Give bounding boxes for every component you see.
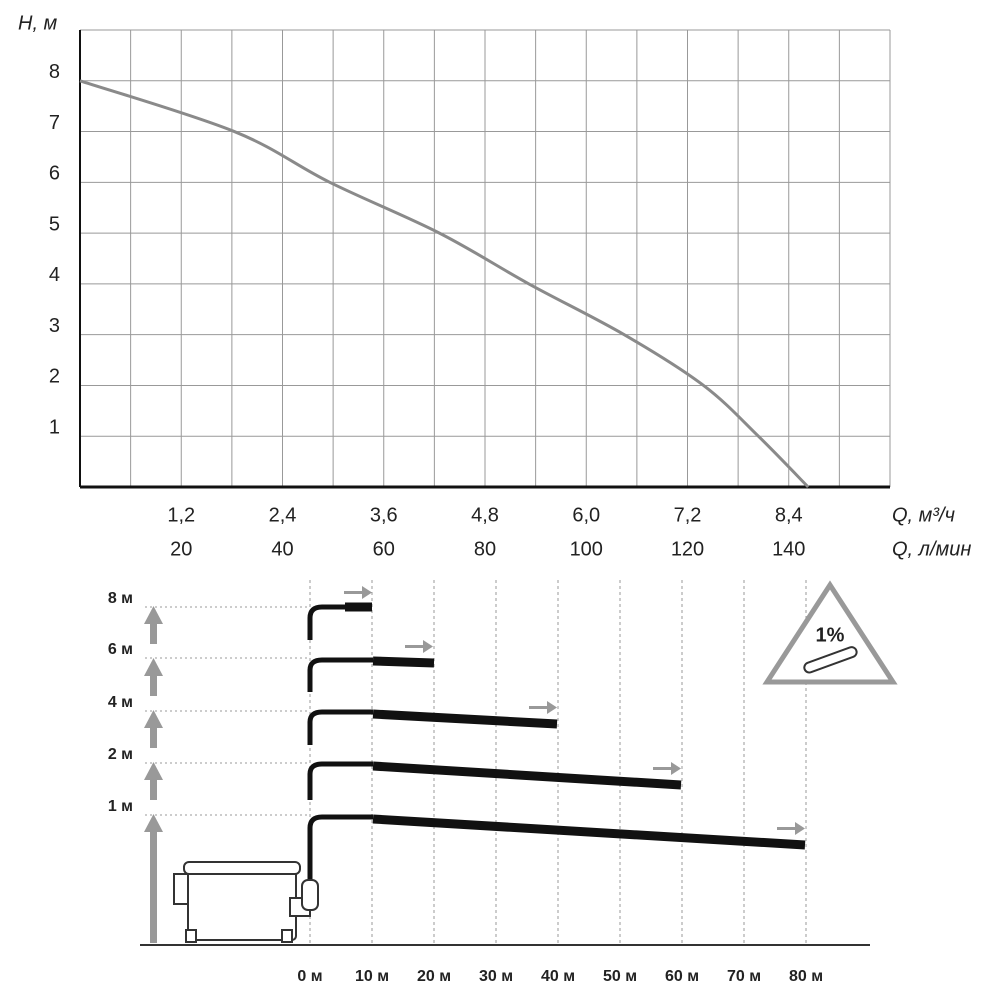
x-tick-label: 6,0 — [572, 504, 600, 526]
x-tick-label: 4,8 — [471, 504, 499, 526]
height-label: 6 м — [108, 641, 133, 658]
y-tick-label: 4 — [49, 264, 60, 286]
height-label: 4 м — [108, 694, 133, 711]
y-tick-label: 8 — [49, 61, 60, 83]
height-label: 1 м — [108, 798, 133, 815]
slope-sign — [762, 580, 898, 685]
y-tick-label: 1 — [49, 417, 60, 439]
pump-curve — [79, 79, 810, 489]
pump — [173, 861, 319, 943]
pipes — [307, 602, 806, 885]
x-axis-label: Q, м³/ч — [892, 504, 955, 526]
distance-label: 10 м — [355, 968, 389, 985]
installation-diagram: 1% — [140, 580, 898, 946]
y-tick-label: 2 — [49, 366, 60, 388]
distance-label: 80 м — [789, 968, 823, 985]
distance-label: 0 м — [297, 968, 322, 985]
x2-axis-label: Q, л/мин — [892, 538, 971, 560]
x2-tick-label: 40 — [271, 538, 293, 560]
slope-pipe-icon — [803, 646, 858, 674]
x2-tick-label: 60 — [373, 538, 395, 560]
y-tick-label: 5 — [49, 213, 60, 235]
x2-tick-label: 140 — [772, 538, 805, 560]
height-label: 2 м — [108, 746, 133, 763]
x2-tick-label: 80 — [474, 538, 496, 560]
grid — [80, 29, 891, 487]
distance-label: 50 м — [603, 968, 637, 985]
flow-arrows — [344, 586, 805, 835]
distance-label: 20 м — [417, 968, 451, 985]
y-tick-label: 6 — [49, 163, 60, 185]
x2-tick-label: 20 — [170, 538, 192, 560]
x-tick-label: 1,2 — [167, 504, 195, 526]
distance-label: 30 м — [479, 968, 513, 985]
height-arrows — [144, 606, 163, 943]
y-axis-label: H, м — [18, 12, 58, 34]
x-tick-label: 3,6 — [370, 504, 398, 526]
x-tick-label: 7,2 — [674, 504, 702, 526]
distance-label: 60 м — [665, 968, 699, 985]
y-tick-label: 7 — [49, 112, 60, 134]
x2-tick-label: 100 — [570, 538, 603, 560]
height-label: 8 м — [108, 590, 133, 607]
x2-tick-label: 120 — [671, 538, 704, 560]
distance-label: 70 м — [727, 968, 761, 985]
y-tick-label: 3 — [49, 315, 60, 337]
x-tick-label: 2,4 — [269, 504, 297, 526]
slope-label: 1% — [816, 624, 845, 646]
x-tick-label: 8,4 — [775, 504, 803, 526]
distance-label: 40 м — [541, 968, 575, 985]
